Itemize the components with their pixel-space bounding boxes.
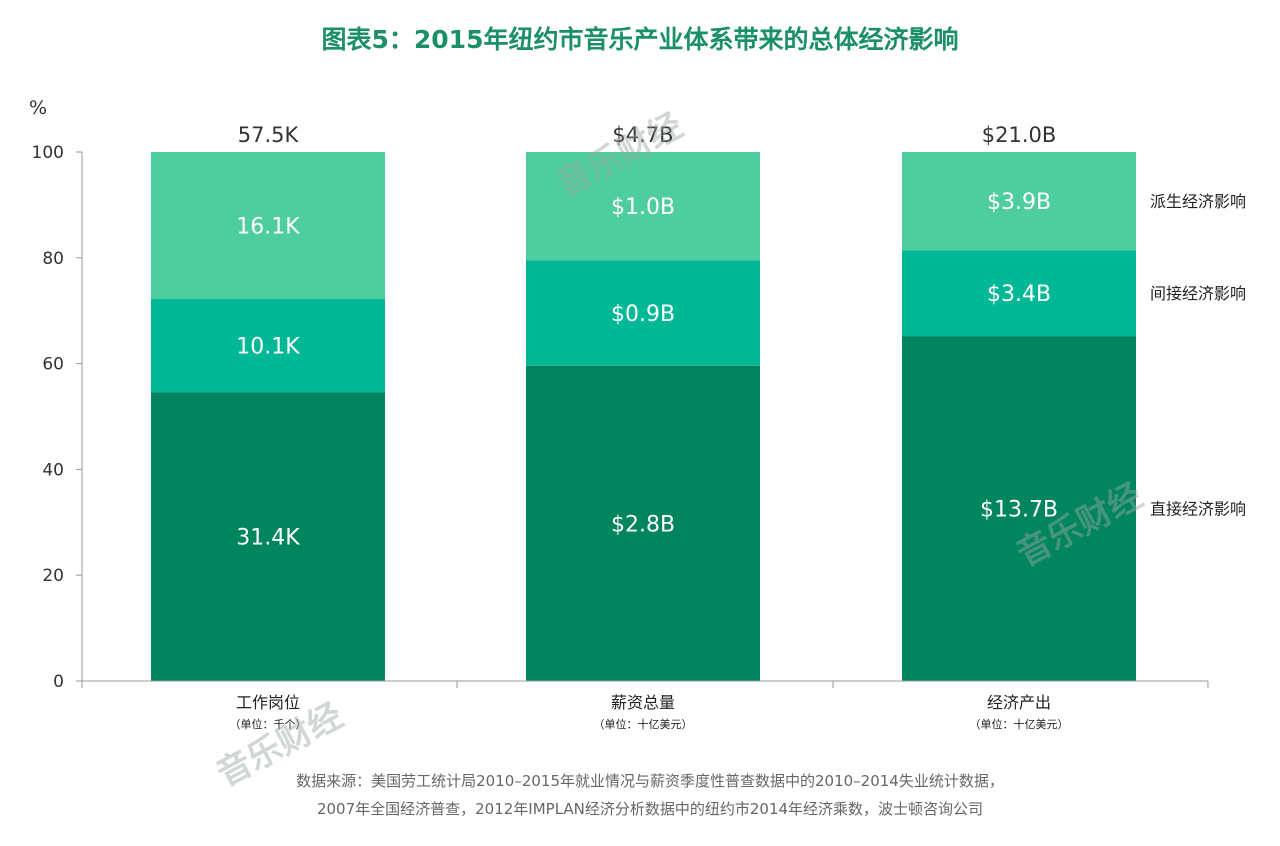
data-label: 16.1K [236,215,300,240]
x-tick-sublabel: （单位：千个） [230,717,307,731]
bar-total-label: $21.0B [982,123,1057,147]
legend-entry: 间接经济影响 [1150,284,1246,303]
data-label: $13.7B [980,498,1058,523]
bar-segment [902,336,1136,681]
source-note: 数据来源：美国劳工统计局2010–2015年就业情况与薪资季度性普查数据中的20… [296,772,1004,818]
y-tick-label: 80 [42,249,64,269]
y-tick-label: 60 [42,355,64,375]
x-tick-sublabel: （单位：十亿美元） [594,717,693,731]
bar-segment [526,365,760,681]
legend-entry: 派生经济影响 [1150,192,1246,211]
data-label: 10.1K [236,335,300,360]
data-label: $2.8B [611,512,675,537]
bar-total-label: 57.5K [238,123,300,147]
bar-segment [151,392,385,681]
y-tick-label: 40 [42,460,64,480]
data-label: $3.4B [987,282,1051,307]
bar-total-label: $4.7B [612,123,673,147]
bar-segment [902,250,1136,337]
source-line: 数据来源：美国劳工统计局2010–2015年就业情况与薪资季度性普查数据中的20… [296,772,1004,790]
data-label: $1.0B [611,195,675,220]
bars: 31.4K 10.1K 16.1K 57.5K $2.8B $0.9B $1.0B $4.7B… [151,123,1136,681]
bar-segment [902,152,1136,251]
y-axis-unit: % [29,97,47,119]
x-tick-label: 经济产出 [987,693,1051,712]
data-label: 31.4K [236,526,300,551]
y-tick-label: 20 [42,566,64,586]
x-tick-label: 薪资总量 [611,693,675,712]
bar-segment [151,152,385,300]
data-label: $0.9B [611,302,675,327]
data-label: $3.9B [987,190,1051,215]
chart-title: 图表5：2015年纽约市音乐产业体系带来的总体经济影响 [322,25,959,54]
y-axis: 0 20 40 60 80 100 [32,143,83,692]
bar-segment [526,260,760,366]
x-tick-label: 工作岗位 [236,693,300,712]
source-line: 2007年全国经济普查，2012年IMPLAN经济分析数据中的纽约市2014年经… [317,800,983,818]
x-tick-sublabel: （单位：十亿美元） [970,717,1069,731]
x-axis: 工作岗位 （单位：千个） 薪资总量 （单位：十亿美元） 经济产出 （单位：十亿美元） [81,680,1209,731]
bar-segment [151,299,385,393]
y-tick-label: 100 [32,143,64,163]
y-tick-label: 0 [53,672,64,692]
bar-segment [526,152,760,261]
legend-entry: 直接经济影响 [1150,500,1246,519]
